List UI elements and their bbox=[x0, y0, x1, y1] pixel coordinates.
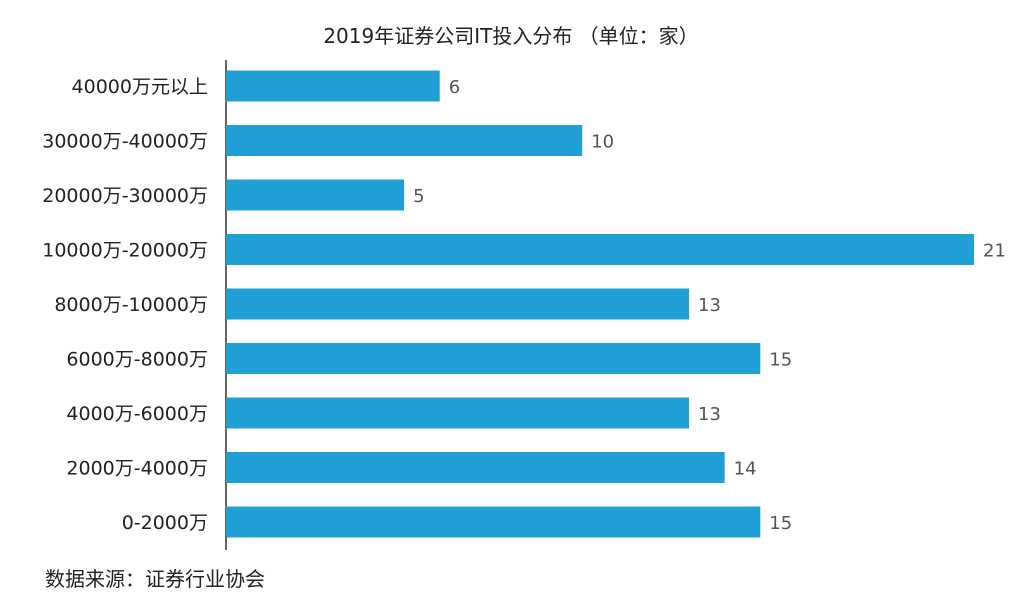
bar-7 bbox=[226, 397, 690, 429]
bar-1 bbox=[226, 70, 440, 102]
value-label: 10 bbox=[591, 132, 614, 153]
value-label: 15 bbox=[769, 350, 792, 371]
bar-9 bbox=[226, 506, 761, 538]
bar-5 bbox=[226, 288, 690, 320]
bar-2 bbox=[226, 125, 583, 156]
value-label: 6 bbox=[449, 77, 460, 98]
bar-6 bbox=[226, 343, 761, 374]
value-label: 15 bbox=[769, 513, 792, 534]
category-label: 10000万-20000万 bbox=[42, 240, 208, 262]
bars-group: 40000万元以上 6 30000万-40000万 10 20000万-30000万 5 1… bbox=[42, 70, 1006, 538]
source-note: 数据来源：证券行业协会 bbox=[45, 567, 265, 591]
category-label: 20000万-30000万 bbox=[42, 185, 208, 207]
value-label: 5 bbox=[413, 186, 424, 207]
category-label: 8000万-10000万 bbox=[54, 294, 208, 316]
value-label: 21 bbox=[983, 241, 1006, 262]
bar-4 bbox=[226, 234, 974, 265]
bar-8 bbox=[226, 452, 725, 483]
category-label: 0-2000万 bbox=[122, 512, 208, 534]
category-label: 2000万-4000万 bbox=[66, 458, 208, 480]
category-label: 4000万-6000万 bbox=[66, 403, 208, 425]
value-label: 13 bbox=[698, 404, 721, 425]
category-label: 6000万-8000万 bbox=[66, 349, 208, 371]
category-label: 40000万元以上 bbox=[72, 76, 208, 98]
value-label: 14 bbox=[734, 459, 757, 480]
bar-3 bbox=[226, 179, 405, 211]
chart-title: 2019年证券公司IT投入分布 （单位：家） bbox=[323, 24, 699, 48]
value-label: 13 bbox=[698, 295, 721, 316]
category-label: 30000万-40000万 bbox=[42, 131, 208, 153]
